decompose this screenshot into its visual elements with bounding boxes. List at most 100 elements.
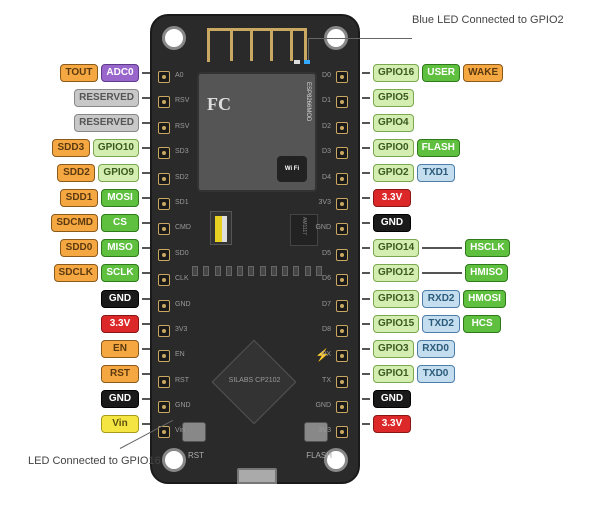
pin-tag: GPIO14 <box>373 239 419 257</box>
pin-label-row: GPIO3RXD0 <box>362 340 455 358</box>
pin-label-row: RESERVED <box>74 89 150 107</box>
pin-tag: GPIO13 <box>373 290 419 308</box>
pin-tag: GPIO12 <box>373 264 419 282</box>
pin-label-row: SDCLKSCLK <box>54 264 150 282</box>
wifi-antenna <box>207 28 307 62</box>
pin-tag: 3.3V <box>101 315 139 333</box>
usb-port <box>237 468 277 484</box>
pin-label-row: GPIO0FLASH <box>362 139 460 157</box>
pin-label-row: GPIO14 HSCLK <box>362 239 510 257</box>
pin-tag: SDD3 <box>52 139 90 157</box>
capacitor-component <box>210 211 232 245</box>
pin-label-row: SDD0MISO <box>60 239 150 257</box>
pin-tag: RXD2 <box>422 290 460 308</box>
pin-tag: ADC0 <box>101 64 139 82</box>
flash-label: FLASH <box>306 451 332 460</box>
pin-header-right: D0D1D2D3D43V3GNDD5D6D7D8RXTXGND3V3 <box>336 71 352 452</box>
pin-label-row: RST <box>101 365 150 383</box>
pin-tag: RESERVED <box>74 89 139 107</box>
fcc-logo: FC <box>207 94 247 134</box>
pin-label-row: GPIO16USERWAKE <box>362 64 503 82</box>
led <box>294 60 300 64</box>
pin-tag: GPIO9 <box>98 164 139 182</box>
pin-label-row: GND <box>101 290 150 308</box>
pin-tag: TOUT <box>60 64 98 82</box>
blue-led-annotation: Blue LED Connected to GPIO2 <box>412 14 564 27</box>
pin-tag: GND <box>101 390 139 408</box>
pin-tag: MISO <box>101 239 139 257</box>
pin-label-row: GPIO1TXD0 <box>362 365 455 383</box>
pin-tag: TXD0 <box>417 365 455 383</box>
pin-tag: GPIO2 <box>373 164 414 182</box>
pin-tag: GPIO15 <box>373 315 419 333</box>
pin-tag: FLASH <box>417 139 460 157</box>
pin-tag: WAKE <box>463 64 503 82</box>
pin-tag: GPIO16 <box>373 64 419 82</box>
pin-tag: EN <box>101 340 139 358</box>
pin-tag: SDD1 <box>60 189 98 207</box>
pin-tag: RXD0 <box>417 340 455 358</box>
pin-tag: 3.3V <box>373 189 411 207</box>
nodemcu-board: ESP8266MOD FC Wi Fi AM1117 SILABS CP2102… <box>150 14 360 484</box>
pin-tag: GPIO4 <box>373 114 414 132</box>
pin-label-row: GND <box>101 390 150 408</box>
pin-tag: GND <box>373 214 411 232</box>
pin-tag: 3.3V <box>373 415 411 433</box>
pin-tag: RESERVED <box>74 114 139 132</box>
pin-tag: GND <box>373 390 411 408</box>
mount-hole <box>162 26 186 50</box>
pin-label-row: GPIO12 HMISO <box>362 264 508 282</box>
pin-tag: GPIO5 <box>373 89 414 107</box>
pin-tag: SDCLK <box>54 264 98 282</box>
pin-tag: Vin <box>101 415 139 433</box>
annotation-line <box>308 38 412 39</box>
pin-label-row: GPIO5 <box>362 89 414 107</box>
pin-tag: RST <box>101 365 139 383</box>
shield-specs: ESP8266MOD <box>304 82 311 121</box>
pin-header-left: A0RSVRSVSD3SD2SD1CMDSD0CLKGND3V3ENRSTGND… <box>158 71 174 452</box>
pin-tag: TXD2 <box>422 315 460 333</box>
pin-tag: GND <box>101 290 139 308</box>
blue-led <box>304 60 310 64</box>
pin-label-row: 3.3V <box>362 415 411 433</box>
pin-label-row: SDD2GPIO9 <box>57 164 150 182</box>
pin-tag: HSCLK <box>465 239 509 257</box>
pin-tag: GPIO10 <box>93 139 139 157</box>
pin-tag: HCS <box>463 315 501 333</box>
wifi-badge: Wi Fi <box>277 156 307 182</box>
pin-tag: GPIO3 <box>373 340 414 358</box>
pin-tag: HMISO <box>465 264 508 282</box>
pin-label-row: TOUTADC0 <box>60 64 150 82</box>
pin-label-row: Vin <box>101 415 150 433</box>
pin-tag: GPIO0 <box>373 139 414 157</box>
pin-label-row: GND <box>362 390 411 408</box>
pin-label-row: SDCMDCS <box>51 214 150 232</box>
esp8266-shield: ESP8266MOD FC Wi Fi <box>197 72 317 192</box>
pin-label-row: SDD1MOSI <box>60 189 150 207</box>
gpio16-led-annotation: LED Connected to GPIO16 <box>28 455 161 468</box>
pin-label-row: EN <box>101 340 150 358</box>
pin-label-row: GPIO15TXD2HCS <box>362 315 501 333</box>
pin-tag: SDD2 <box>57 164 95 182</box>
pin-tag: GPIO1 <box>373 365 414 383</box>
pin-label-row: SDD3GPIO10 <box>52 139 150 157</box>
rst-label: RST <box>188 451 204 460</box>
pin-label-row: GPIO13RXD2HMOSI <box>362 290 506 308</box>
pin-tag: SCLK <box>101 264 139 282</box>
pin-tag: USER <box>422 64 460 82</box>
annotation-line <box>308 38 309 60</box>
pin-label-row: 3.3V <box>101 315 150 333</box>
usb-serial-chip: SILABS CP2102 <box>212 340 297 425</box>
pin-tag: SDD0 <box>60 239 98 257</box>
smd-components <box>192 266 322 278</box>
pin-label-row: 3.3V <box>362 189 411 207</box>
pin-tag: MOSI <box>101 189 139 207</box>
pin-tag: TXD1 <box>417 164 455 182</box>
pin-tag: CS <box>101 214 139 232</box>
pin-label-row: GPIO2TXD1 <box>362 164 455 182</box>
pin-tag: SDCMD <box>51 214 98 232</box>
pin-label-row: GPIO4 <box>362 114 414 132</box>
pin-tag: HMOSI <box>463 290 506 308</box>
pin-label-row: GND <box>362 214 411 232</box>
pin-label-row: RESERVED <box>74 114 150 132</box>
